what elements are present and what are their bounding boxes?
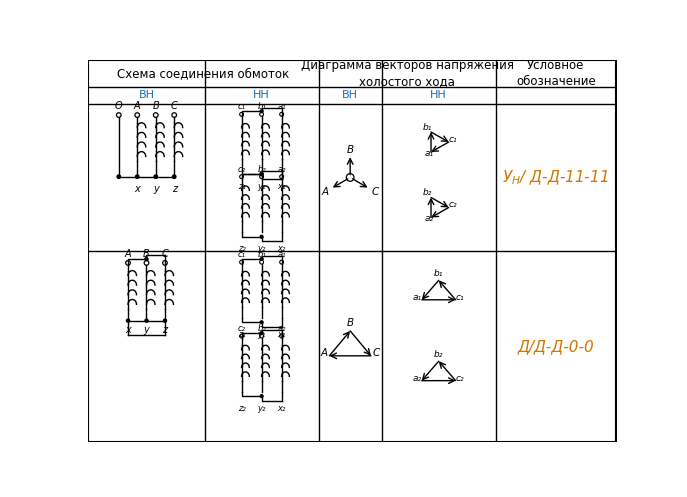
Circle shape xyxy=(260,331,263,334)
Text: O: O xyxy=(115,101,122,111)
Circle shape xyxy=(260,257,263,260)
Text: b₂: b₂ xyxy=(257,165,266,173)
Text: y₂: y₂ xyxy=(258,245,266,253)
Text: z₁: z₁ xyxy=(238,330,245,339)
Text: z: z xyxy=(162,325,168,334)
Text: x₁: x₁ xyxy=(278,182,286,191)
Circle shape xyxy=(145,319,148,322)
Text: Д/Д-Д-0-0: Д/Д-Д-0-0 xyxy=(517,339,594,354)
Circle shape xyxy=(260,173,263,176)
Circle shape xyxy=(260,395,263,398)
Circle shape xyxy=(145,257,148,260)
Text: y₁: y₁ xyxy=(258,330,266,339)
Text: z₂: z₂ xyxy=(238,245,245,253)
Text: a₁: a₁ xyxy=(278,102,286,111)
Text: $У_Н$/ Д-Д-11-11: $У_Н$/ Д-Д-11-11 xyxy=(502,168,609,187)
Text: a₁: a₁ xyxy=(424,149,433,158)
Text: C: C xyxy=(161,249,168,259)
Circle shape xyxy=(260,321,263,324)
Text: C: C xyxy=(371,187,379,197)
Text: ВН: ВН xyxy=(139,90,155,100)
Text: b₁: b₁ xyxy=(257,250,266,259)
Circle shape xyxy=(126,319,130,322)
Circle shape xyxy=(135,175,139,178)
Text: b₁: b₁ xyxy=(257,102,266,111)
Text: a₂: a₂ xyxy=(278,165,286,173)
Text: b₁: b₁ xyxy=(423,123,432,132)
Text: a₂: a₂ xyxy=(278,324,286,333)
Text: c₁: c₁ xyxy=(238,102,245,111)
Text: y: y xyxy=(153,184,159,194)
Text: A: A xyxy=(134,101,141,111)
Text: Условное
обозначение: Условное обозначение xyxy=(516,59,596,88)
Text: c₂: c₂ xyxy=(456,374,464,383)
Text: y₁: y₁ xyxy=(258,182,266,191)
Text: ВН: ВН xyxy=(342,90,358,100)
Text: B: B xyxy=(143,249,150,259)
Text: b₂: b₂ xyxy=(257,324,266,333)
Text: c₁: c₁ xyxy=(456,293,464,302)
Text: B: B xyxy=(153,101,159,111)
Circle shape xyxy=(117,175,120,178)
Text: НН: НН xyxy=(430,90,447,100)
Text: b₂: b₂ xyxy=(434,350,443,359)
Text: x: x xyxy=(135,184,140,194)
Text: a₁: a₁ xyxy=(278,250,286,259)
Circle shape xyxy=(172,175,176,178)
Text: a₁: a₁ xyxy=(413,293,422,302)
Circle shape xyxy=(260,236,263,238)
Text: C: C xyxy=(373,348,380,358)
Text: a₂: a₂ xyxy=(413,374,422,383)
Text: z₁: z₁ xyxy=(238,182,245,191)
Text: x₁: x₁ xyxy=(278,330,286,339)
Text: A: A xyxy=(320,348,328,358)
Text: a₂: a₂ xyxy=(424,214,433,223)
Text: z: z xyxy=(172,184,177,194)
Text: НН: НН xyxy=(254,90,270,100)
Text: c₁: c₁ xyxy=(449,135,458,144)
Text: C: C xyxy=(171,101,178,111)
Text: A: A xyxy=(125,249,131,259)
Text: c₁: c₁ xyxy=(238,250,245,259)
Text: c₂: c₂ xyxy=(449,200,458,209)
Text: B: B xyxy=(347,318,354,328)
Text: z₂: z₂ xyxy=(238,404,245,413)
Text: c₂: c₂ xyxy=(238,324,245,333)
Text: b₁: b₁ xyxy=(434,269,443,278)
Text: B: B xyxy=(347,145,354,155)
Circle shape xyxy=(154,175,157,178)
Text: x₂: x₂ xyxy=(278,404,286,413)
Text: Схема соединения обмоток: Схема соединения обмоток xyxy=(117,67,290,80)
Text: x₂: x₂ xyxy=(278,245,286,253)
Text: y: y xyxy=(144,325,149,334)
Circle shape xyxy=(260,110,263,113)
Circle shape xyxy=(260,172,263,175)
Text: Диаграмма векторов напряжения
холостого хода: Диаграмма векторов напряжения холостого … xyxy=(301,59,514,88)
Text: A: A xyxy=(322,187,328,197)
Circle shape xyxy=(164,319,166,322)
Text: b₂: b₂ xyxy=(423,188,432,197)
Text: c₂: c₂ xyxy=(238,165,245,173)
Text: y₂: y₂ xyxy=(258,404,266,413)
Text: x: x xyxy=(125,325,131,334)
